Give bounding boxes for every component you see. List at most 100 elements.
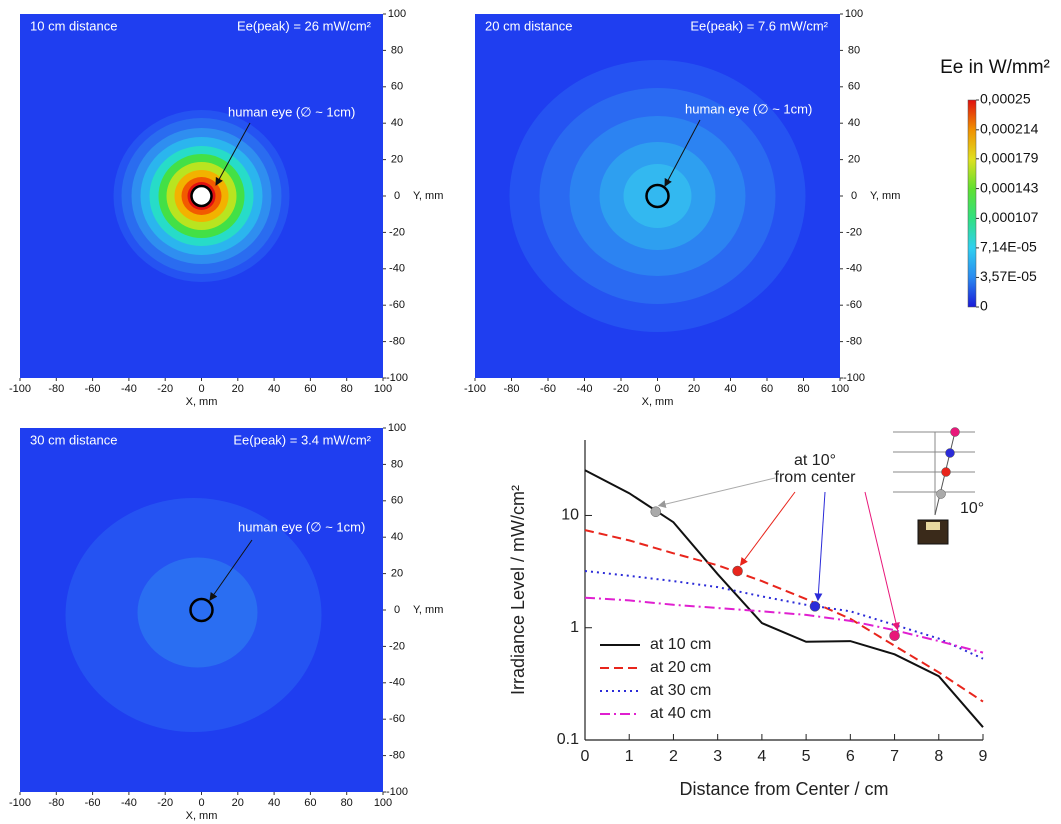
inset-dot [941, 467, 951, 477]
eye-label: human eye (∅ ~ 1cm) [238, 519, 365, 534]
eye-circle [190, 184, 213, 208]
y-tick-label: -80 [389, 750, 405, 762]
eye-circle [645, 183, 670, 209]
x-tick-label: 4 [757, 748, 766, 765]
plot-title: 30 cm distance [30, 432, 117, 447]
legend-label: at 10 cm [650, 636, 711, 653]
x-tick-label: -60 [540, 383, 556, 395]
inset-label: 10° [960, 500, 984, 517]
annotation: at 10° [794, 452, 836, 469]
y-tick-label: 0.1 [557, 731, 579, 748]
y-tick-label: 20 [848, 154, 860, 166]
colorbar-tick-label: 0,000107 [980, 209, 1039, 225]
x-tick-label: 0 [198, 383, 204, 395]
x-tick-label: -40 [577, 383, 593, 395]
y-tick-label: 1 [570, 619, 579, 636]
y-tick-label: 60 [391, 81, 403, 93]
x-tick-label: -100 [464, 383, 486, 395]
colorbar-tick-label: 0,00025 [980, 91, 1031, 107]
x-tick-label: -20 [613, 383, 629, 395]
y-tick-label: -60 [846, 299, 862, 311]
peak-annotation: Ee(peak) = 26 mW/cm² [237, 18, 372, 33]
series-line [584, 529, 984, 703]
contour-band [137, 557, 258, 668]
y-tick-label: -20 [389, 640, 405, 652]
y-tick-label: -40 [846, 263, 862, 275]
callout-arrow [739, 491, 796, 566]
y-axis-label: Y, mm [413, 190, 443, 202]
x-axis-label: X, mm [186, 396, 218, 408]
highlight-point [732, 565, 743, 577]
y-tick-label: 40 [391, 531, 403, 543]
y-tick-label: -40 [389, 677, 405, 689]
x-tick-label: -60 [85, 383, 101, 395]
y-tick-label: -60 [389, 299, 405, 311]
x-tick-label: -80 [504, 383, 520, 395]
x-tick-label: 40 [268, 797, 280, 809]
x-axis-label: X, mm [186, 810, 218, 822]
colorbar-tick-label: 0,000214 [980, 121, 1039, 137]
y-tick-label: -20 [846, 226, 862, 238]
y-tick-label: 0 [394, 604, 400, 616]
y-tick-label: 100 [388, 422, 406, 434]
legend-label: at 30 cm [650, 682, 711, 699]
y-tick-label: 80 [391, 44, 403, 56]
eye-circle [189, 597, 214, 623]
inset-dot [950, 427, 960, 437]
x-tick-label: 20 [232, 383, 244, 395]
eye-arrow [209, 539, 253, 601]
x-tick-label: 5 [802, 748, 811, 765]
eye-label: human eye (∅ ~ 1cm) [228, 104, 355, 119]
x-tick-label: 0 [581, 748, 590, 765]
eye-arrow [215, 122, 251, 186]
highlight-point [889, 630, 900, 641]
inset-led-top [926, 522, 940, 530]
y-tick-label: -60 [389, 713, 405, 725]
y-tick-label: -100 [843, 372, 865, 384]
y-tick-label: 80 [391, 458, 403, 470]
y-tick-label: 20 [391, 568, 403, 580]
x-tick-label: 60 [304, 797, 316, 809]
x-axis-label: X, mm [642, 396, 674, 408]
x-tick-label: 0 [654, 383, 660, 395]
eye-label: human eye (∅ ~ 1cm) [685, 101, 812, 116]
y-tick-label: -40 [389, 263, 405, 275]
highlight-point [809, 601, 821, 612]
colorbar [967, 99, 977, 308]
y-tick-label: -100 [386, 786, 408, 798]
inset-dot [945, 448, 955, 458]
x-tick-label: -20 [157, 383, 173, 395]
series-line [584, 596, 984, 654]
x-tick-label: -100 [9, 797, 31, 809]
colorbar-title: Ee in W/mm² [940, 57, 1050, 78]
x-tick-label: 100 [374, 797, 392, 809]
x-tick-label: 3 [713, 748, 722, 765]
plot-title: 10 cm distance [30, 18, 117, 33]
highlight-point [650, 506, 662, 517]
x-tick-label: -40 [121, 797, 137, 809]
x-tick-label: 1 [625, 748, 634, 765]
y-axis-label: Irradiance Level / mW/cm² [508, 485, 528, 695]
x-tick-label: 20 [232, 797, 244, 809]
x-tick-label: 80 [797, 383, 809, 395]
colorbar-tick-label: 0,000143 [980, 179, 1039, 195]
x-tick-label: -100 [9, 383, 31, 395]
x-tick-label: 9 [979, 748, 988, 765]
plot-title: 20 cm distance [485, 18, 572, 33]
y-tick-label: 100 [388, 8, 406, 20]
x-tick-label: 20 [688, 383, 700, 395]
y-tick-label: 20 [391, 154, 403, 166]
y-tick-label: 0 [851, 190, 857, 202]
y-axis-label: Y, mm [870, 190, 900, 202]
y-tick-label: 40 [391, 117, 403, 129]
colorbar-tick-label: 7,14E-05 [980, 239, 1037, 255]
x-tick-label: 100 [374, 383, 392, 395]
x-tick-label: 80 [341, 797, 353, 809]
peak-annotation: Ee(peak) = 7.6 mW/cm² [690, 18, 828, 33]
inset-dot [936, 489, 946, 499]
y-tick-label: -80 [846, 336, 862, 348]
x-tick-label: -80 [48, 383, 64, 395]
legend-label: at 40 cm [650, 705, 711, 722]
